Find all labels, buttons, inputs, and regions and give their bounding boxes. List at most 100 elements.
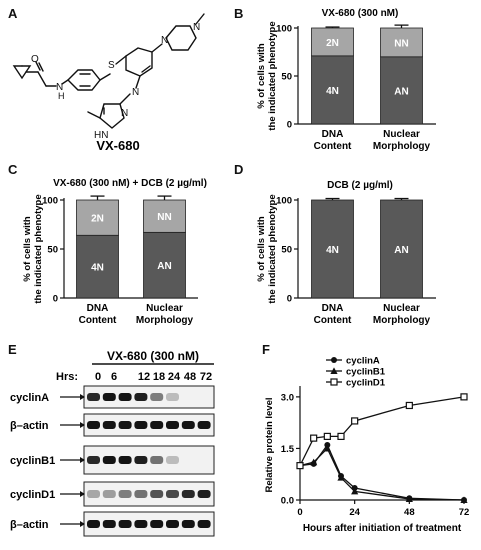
blot-band-1-6 [181, 421, 195, 429]
blot-band-2-2 [118, 456, 132, 464]
atom-hn: HN [94, 130, 108, 141]
blot-band-4-4 [150, 520, 164, 528]
panel-c-xcat-0-b: Content [79, 315, 117, 326]
blot-band-3-5 [166, 490, 179, 498]
panel-c-ytick-label-2: 100 [42, 196, 58, 207]
f-legend-marker-1 [330, 367, 338, 374]
f-legend-marker-0 [331, 357, 337, 363]
blot-band-2-0 [87, 456, 100, 464]
panel-d-xcat-1-a: Nuclear [383, 303, 420, 314]
panel-d-xcat-0-b: Content [314, 315, 352, 326]
blot-label-0: cyclinA [10, 392, 49, 404]
blot-label-2: cyclinB1 [10, 455, 55, 467]
blot-arrow-head-4 [80, 521, 85, 527]
panel-d-title: DCB (2 µg/ml) [327, 180, 393, 191]
atom-n-pyrazole: N [121, 108, 128, 119]
panel-b-xcat-0-a: DNA [322, 129, 344, 140]
f-legend-label-1: cyclinB1 [346, 367, 386, 378]
f-point-cyclinD1-2 [323, 432, 331, 441]
panel-b-xcat-1-b: Morphology [373, 141, 431, 152]
compound-name: VX-680 [96, 138, 139, 153]
f-xtick-label-0: 0 [297, 507, 302, 518]
panel-b-ylabel-1: % of cells with [256, 43, 267, 109]
panel-d-bar-0-0 [311, 199, 354, 299]
f-xtick-label-3: 72 [459, 507, 470, 518]
f-point-cyclinD1-4 [351, 417, 359, 425]
atom-h: H [58, 91, 65, 101]
panel-c-bar-label-0-0: 4N [91, 263, 104, 274]
f-point-cyclinB1-4 [351, 487, 359, 495]
panel-d-bar-1-0 [380, 199, 423, 299]
blot-band-0-2 [118, 393, 132, 401]
panel-b-title: VX-680 (300 nM) [322, 8, 399, 19]
panel-b-bar-label-0-0: 4N [326, 86, 339, 97]
panel-c-ylabel-1: % of cells with [22, 216, 33, 282]
panel-d-ytick-label-0: 0 [287, 294, 292, 305]
f-series-line-cyclinB1 [299, 447, 465, 501]
panel-b-ytick-label-2: 100 [276, 24, 292, 35]
blot-band-1-2 [118, 421, 132, 429]
f-xlabel: Hours after initiation of treatment [303, 523, 462, 534]
panel-c-xcat-1-a: Nuclear [146, 303, 183, 314]
panel-d-ytick-label-2: 100 [276, 196, 292, 207]
f-point-cyclinB1-5 [405, 495, 413, 502]
blot-band-3-1 [102, 490, 116, 498]
blot-band-0-4 [150, 393, 164, 401]
panel-letter-a: A [8, 6, 18, 21]
panel-d-ylabel-1: % of cells with [256, 216, 267, 282]
blot-band-4-3 [134, 520, 148, 528]
f-point-cyclinD1-6 [460, 393, 468, 401]
panel-c-bar-label-1-0: AN [157, 261, 171, 272]
panel-c-bar-label-0-1: 2N [91, 214, 104, 225]
f-point-cyclinB1-6 [460, 496, 468, 503]
panel-c-bar-label-1-1: NN [157, 212, 171, 223]
f-ytick-label-0: 0.0 [281, 496, 294, 507]
panel-b-bar-0-1 [311, 27, 354, 57]
blot-timepoint-6: 72 [200, 371, 212, 383]
blot-band-2-1 [102, 456, 116, 464]
panel-b-xcat-1-a: Nuclear [383, 129, 420, 140]
panel-c-ytick-label-1: 50 [47, 245, 58, 256]
panel-f-chart: 0.0 1.5 3.0 0 24 48 72 Hours after initiation o… [264, 356, 470, 535]
panel-d-xcat-0-a: DNA [322, 303, 344, 314]
blot-band-0-3 [134, 393, 148, 401]
blot-band-1-5 [166, 421, 179, 429]
panel-c-ytick-label-0: 0 [53, 294, 58, 305]
blot-arrow-head-1 [80, 422, 85, 428]
blot-band-2-4 [150, 456, 164, 464]
panel-letter-d: D [234, 162, 244, 177]
blot-band-1-0 [87, 421, 100, 429]
blot-band-4-1 [102, 520, 116, 528]
panel-letter-e: E [8, 342, 17, 357]
vx680-structure: S N H O N N N N HN VX-680 [12, 13, 205, 153]
f-xtick-label-2: 48 [404, 507, 415, 518]
panel-letter-c: C [8, 162, 18, 177]
f-point-cyclinD1-3 [337, 432, 345, 441]
f-point-cyclinB1-1 [310, 458, 318, 466]
f-point-cyclinD1-0 [296, 462, 304, 470]
blot-label-3: cyclinD1 [10, 489, 55, 501]
panel-b-ytick-label-0: 0 [287, 120, 292, 131]
blot-title: VX-680 (300 nM) [107, 349, 199, 363]
panel-c-ylabel-2: the indicated phenotype [33, 194, 44, 303]
atom-n-piperazine: N [161, 35, 168, 46]
blot-timepoint-1: 6 [111, 371, 117, 383]
blot-label-4: β–actin [10, 519, 49, 531]
panel-b-bar-label-1-0: AN [394, 86, 408, 97]
panel-letter-f: F [262, 342, 270, 357]
blot-timepoint-5: 48 [184, 371, 196, 383]
blot-band-2-3 [134, 456, 148, 464]
blot-band-4-5 [166, 520, 179, 528]
f-series-line-cyclinD1 [299, 396, 465, 466]
f-point-cyclinD1-1 [310, 434, 318, 442]
panel-b-bar-label-0-1: 2N [326, 38, 339, 49]
blot-band-1-3 [134, 421, 148, 429]
blot-band-3-2 [118, 490, 132, 498]
atom-s: S [108, 60, 115, 71]
panel-b-ylabel-2: the indicated phenotype [267, 21, 278, 130]
blot-timepoint-0: 0 [95, 371, 101, 383]
blot-band-2-5 [166, 456, 179, 464]
atom-n-amine: N [132, 87, 139, 98]
f-point-cyclinB1-2 [323, 444, 331, 452]
f-ytick-label-2: 3.0 [281, 392, 294, 403]
